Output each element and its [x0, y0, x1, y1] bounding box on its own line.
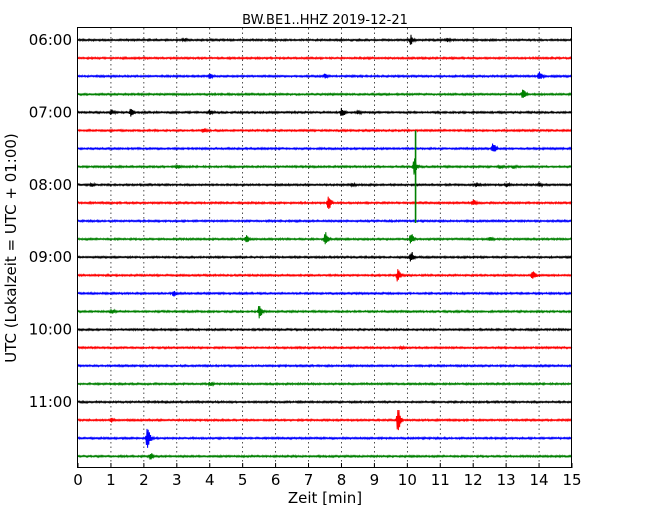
x-tick-label: 2	[139, 471, 149, 489]
chart-title: BW.BE1..HHZ 2019-12-21	[242, 13, 408, 28]
plot-frame	[77, 27, 572, 468]
y-tick-label: 10:00	[29, 321, 72, 339]
trace-1145	[77, 453, 573, 460]
x-tick-label: 1	[106, 471, 116, 489]
y-tick-label: 09:00	[29, 248, 72, 266]
x-tick-label: 6	[271, 471, 281, 489]
x-axis-label: Zeit [min]	[288, 489, 362, 507]
trace-0745	[77, 158, 573, 175]
x-tick-label: 13	[497, 471, 516, 489]
x-tick-label: 3	[172, 471, 182, 489]
y-tick-label: 08:00	[29, 176, 72, 194]
trace-0630	[77, 71, 573, 80]
trace-0645	[77, 89, 573, 98]
x-tick-label: 15	[562, 471, 581, 489]
trace-0730	[77, 143, 573, 152]
trace-0800	[77, 181, 573, 188]
x-tick-label: 7	[304, 471, 314, 489]
trace-1030	[77, 363, 573, 369]
trace-1000	[77, 327, 573, 332]
x-tick-label: 11	[431, 471, 450, 489]
x-tick-label: 9	[370, 471, 380, 489]
x-tick-label: 14	[530, 471, 549, 489]
x-axis: 0 1 2 3 4 5 6 7 8 9 10 11 12 13 14 15	[73, 463, 582, 489]
trace-1045	[77, 381, 573, 388]
trace-0715	[77, 127, 573, 133]
x-tick-label: 0	[73, 471, 83, 489]
x-tick-label: 5	[238, 471, 248, 489]
x-tick-label: 10	[398, 471, 417, 489]
y-tick-label: 11:00	[29, 393, 72, 411]
trace-0600	[77, 34, 573, 45]
seismic-traces	[77, 34, 573, 460]
y-axis: 06:00 07:00 08:00 09:00 10:00 11:00	[29, 31, 83, 411]
y-axis-label: UTC (Lokalzeit = UTC + 01:00)	[2, 133, 20, 363]
y-tick-label: 07:00	[29, 103, 72, 121]
trace-0830	[77, 218, 573, 224]
trace-0915	[77, 269, 573, 282]
trace-1115	[77, 409, 573, 431]
x-tick-label: 8	[337, 471, 347, 489]
trace-0900	[77, 252, 573, 262]
trace-0945	[77, 305, 573, 319]
x-tick-label: 4	[205, 471, 215, 489]
trace-1015	[77, 344, 573, 350]
trace-0615	[77, 55, 573, 61]
trace-0815	[77, 196, 573, 210]
trace-0930	[77, 290, 573, 297]
gridlines	[110, 28, 540, 468]
trace-0845	[77, 232, 573, 245]
trace-1100	[77, 399, 573, 405]
trace-1130	[77, 428, 573, 448]
y-tick-label: 06:00	[29, 31, 72, 49]
x-tick-label: 12	[464, 471, 483, 489]
trace-0700	[77, 107, 573, 117]
